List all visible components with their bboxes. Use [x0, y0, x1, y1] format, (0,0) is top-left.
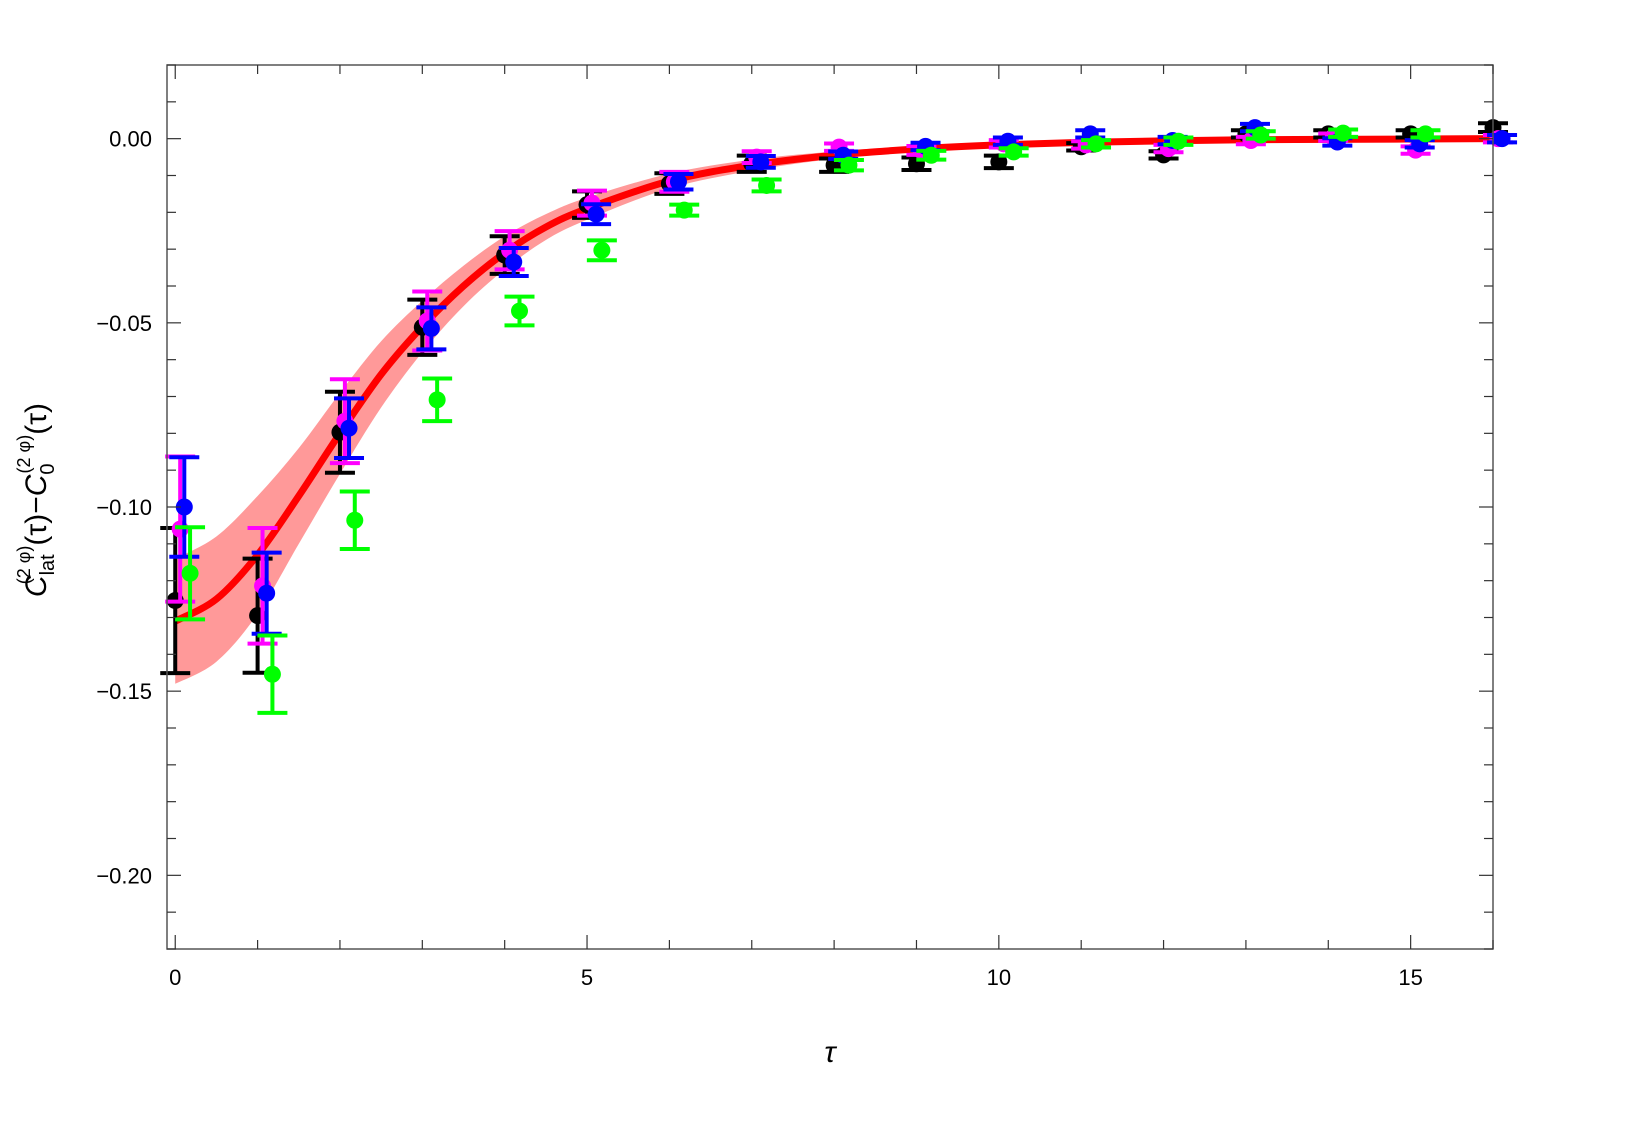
data-point — [833, 156, 864, 174]
data-point — [745, 153, 776, 171]
y-title-sub1: lat — [37, 554, 59, 576]
x-tick-label: 0 — [169, 965, 181, 990]
data-point — [504, 294, 535, 328]
y-tick-label: 0.00 — [109, 127, 152, 152]
point-marker — [758, 176, 776, 194]
data-point — [1245, 126, 1276, 144]
series-3 — [175, 124, 1441, 715]
data-point — [498, 246, 529, 279]
point-marker — [669, 173, 687, 191]
data-point — [257, 633, 288, 715]
point-marker — [922, 146, 940, 164]
point-marker — [505, 253, 523, 271]
data-point — [916, 146, 947, 164]
x-tick-label: 15 — [1398, 965, 1422, 990]
point-marker — [1169, 132, 1187, 150]
data-point — [1163, 132, 1194, 150]
data-point — [416, 305, 447, 352]
point-marker — [593, 241, 611, 259]
fit-curve — [173, 135, 1494, 625]
point-marker — [346, 511, 364, 529]
point-marker — [422, 319, 440, 337]
point-marker — [1252, 126, 1270, 144]
fit-band-layer — [175, 138, 1493, 684]
y-title-end: (τ) — [20, 403, 53, 435]
data-points-layer — [160, 119, 1518, 715]
point-marker — [181, 564, 199, 582]
data-point — [663, 172, 694, 192]
point-marker — [1334, 124, 1352, 142]
ticks-layer: 0 5 10 15 0.00 −0.05 −0.10 −0.15 −0.20 — [96, 64, 1494, 990]
point-marker — [990, 153, 1008, 171]
x-tick-label: 5 — [581, 965, 593, 990]
point-marker — [1416, 125, 1434, 143]
point-marker — [1087, 135, 1105, 153]
data-point — [998, 143, 1029, 161]
data-point — [339, 489, 370, 551]
point-marker — [675, 201, 693, 219]
point-marker — [511, 302, 529, 320]
point-marker — [428, 391, 446, 409]
data-point — [1410, 125, 1441, 143]
plot-frame — [166, 64, 1494, 950]
point-marker — [175, 498, 193, 516]
y-title-mid: (τ)− — [20, 496, 53, 545]
data-point — [586, 238, 617, 263]
fit-error-band — [175, 138, 1493, 684]
y-tick-label: −0.10 — [96, 495, 152, 520]
data-point — [1328, 124, 1359, 142]
point-marker — [587, 205, 605, 223]
data-point — [669, 201, 700, 219]
fit-line-layer — [173, 135, 1494, 625]
point-marker — [340, 419, 358, 437]
y-tick-label: −0.05 — [96, 311, 152, 336]
y-title-sub2: 0 — [37, 463, 59, 474]
data-point — [581, 202, 612, 227]
data-point — [334, 396, 365, 461]
data-point — [175, 525, 206, 622]
data-point — [1081, 135, 1112, 153]
y-tick-label: −0.15 — [96, 679, 152, 704]
y-title-c1: C — [20, 575, 53, 597]
point-marker — [258, 584, 276, 602]
y-title-sup1: (2 φ) — [14, 546, 34, 585]
data-point — [1487, 130, 1518, 148]
y-title-c2: C — [20, 474, 53, 496]
point-marker — [263, 665, 281, 683]
x-axis-title: τ — [824, 1036, 837, 1069]
y-title-sup2: (2 φ) — [14, 435, 34, 474]
point-marker — [840, 156, 858, 174]
x-tick-label: 10 — [987, 965, 1011, 990]
y-tick-label: −0.20 — [96, 863, 152, 888]
y-axis-title: Clat(2 φ)(τ)−C0(2 φ)(τ) — [14, 403, 59, 597]
point-marker — [1005, 143, 1023, 161]
data-point — [422, 376, 453, 424]
data-point — [169, 455, 200, 559]
point-marker — [1493, 130, 1511, 148]
data-point — [751, 176, 782, 194]
point-marker — [752, 153, 770, 171]
